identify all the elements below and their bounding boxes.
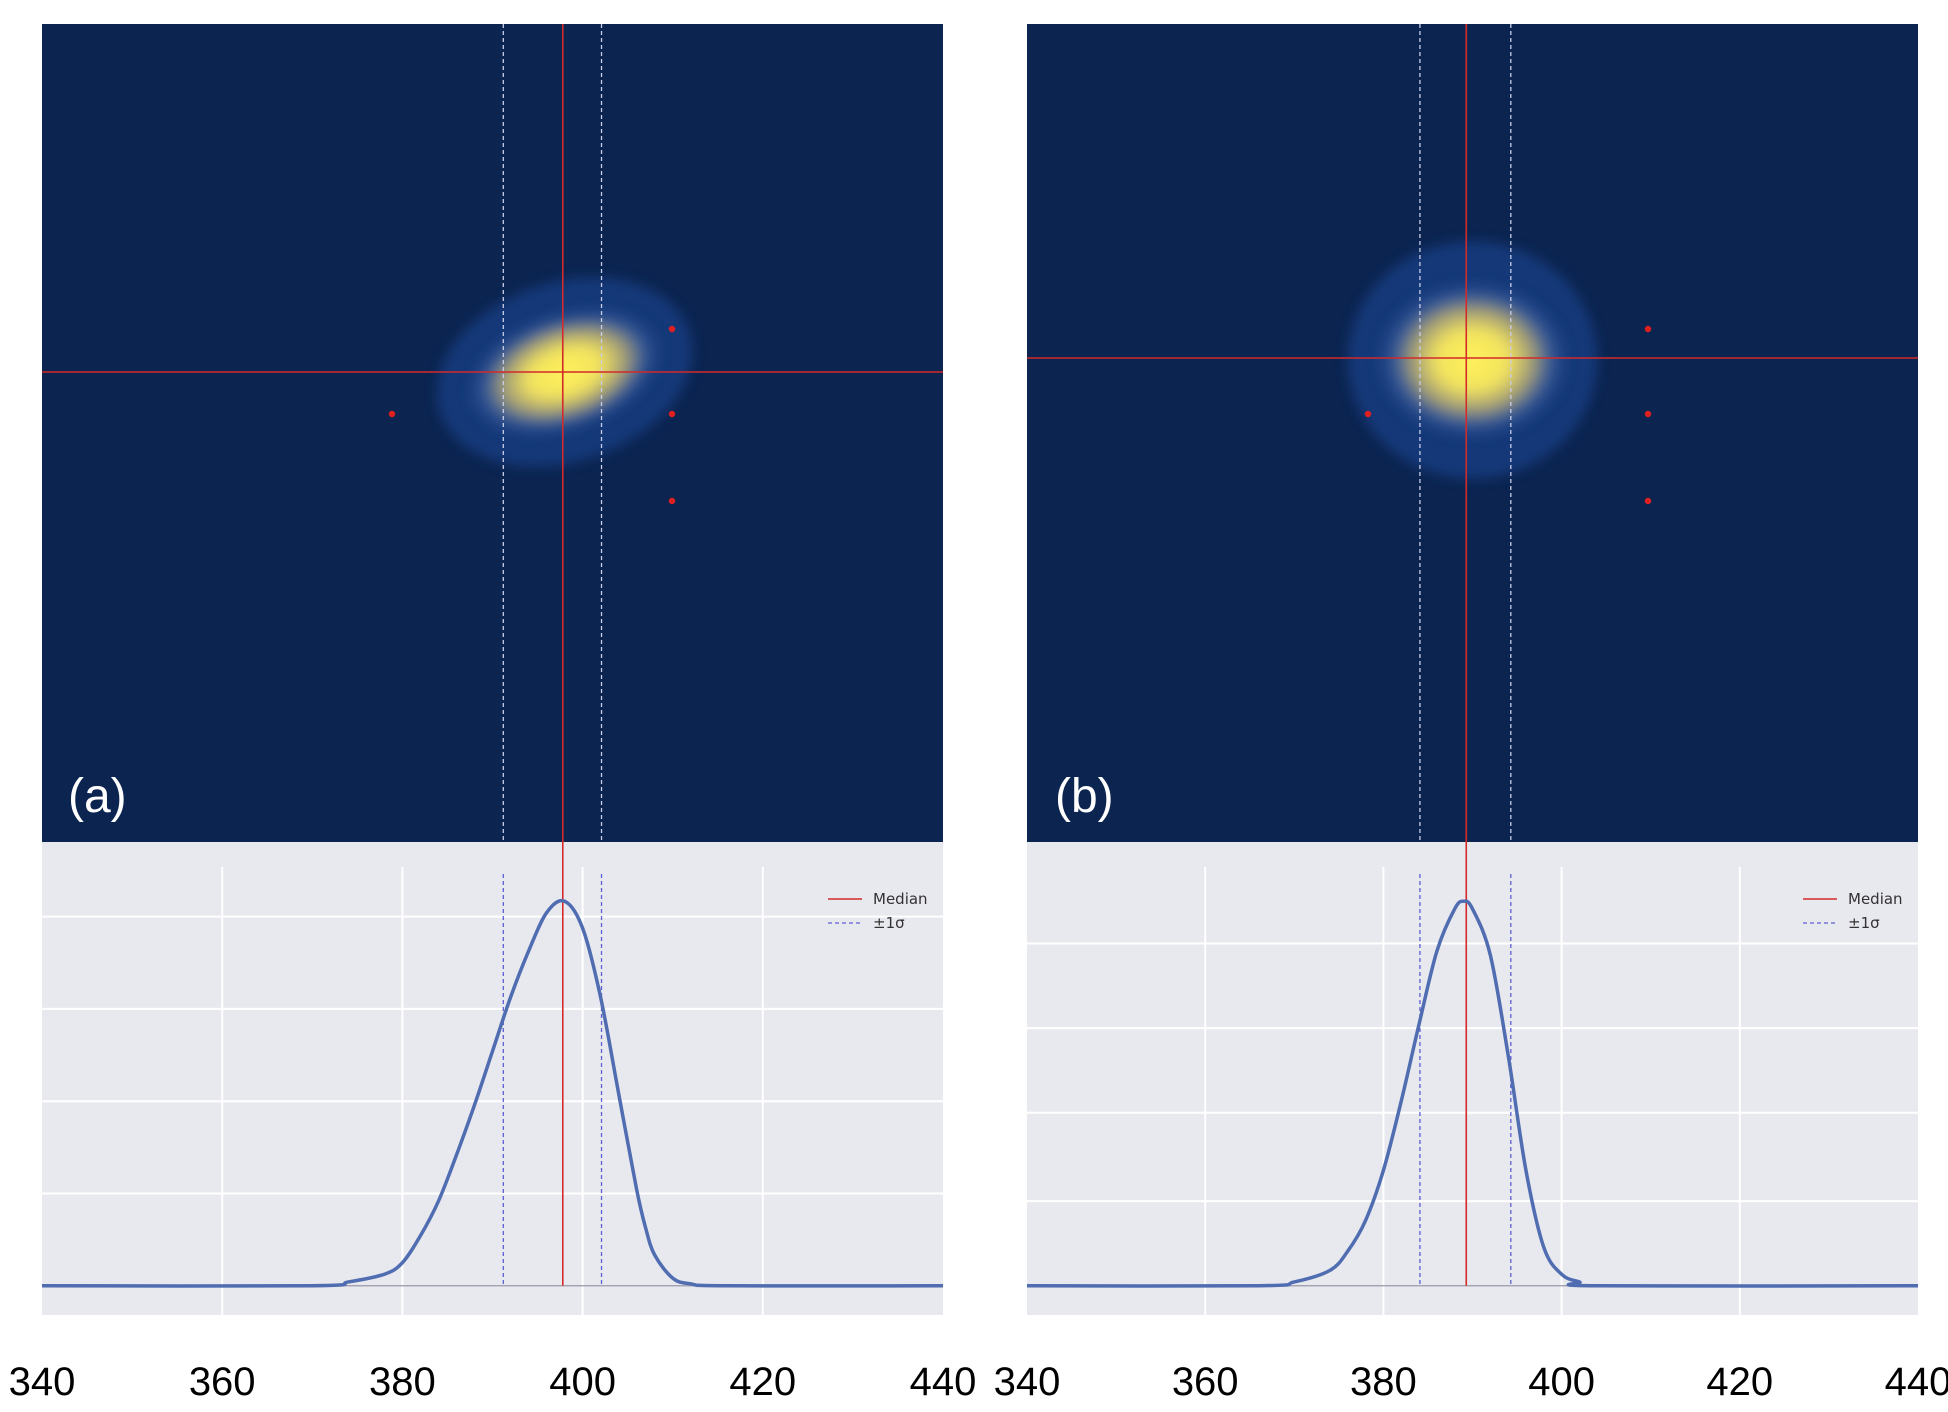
x-tick-label: 380 <box>369 1360 436 1404</box>
legend-sigma-label: ±1σ <box>873 914 905 932</box>
x-tick-label: 360 <box>189 1360 256 1404</box>
profile-plot-a: Median ±1σ <box>41 842 944 1315</box>
profile-curve <box>1026 899 1919 1288</box>
panel-label-a: (a) <box>68 770 127 823</box>
marker-dot <box>668 410 676 418</box>
x-tick-label: 340 <box>9 1360 76 1404</box>
marker-dot <box>668 497 676 505</box>
marker-dot <box>668 325 676 333</box>
profile-curve <box>41 898 944 1288</box>
legend: Median ±1σ <box>828 890 928 932</box>
panel-a: (a) Median ±1σ 340 360 380 400 420 440 <box>9 24 977 1404</box>
profile-background <box>1027 842 1918 1315</box>
x-tick-label: 440 <box>1885 1360 1948 1404</box>
heatmap-b: (b) <box>1027 24 1918 842</box>
x-tick-labels-b: 340 360 380 400 420 440 <box>994 1360 1948 1404</box>
x-tick-label: 400 <box>549 1360 616 1404</box>
panel-label-b: (b) <box>1055 770 1114 823</box>
marker-dot <box>1364 410 1372 418</box>
x-tick-label: 420 <box>729 1360 796 1404</box>
x-tick-label: 400 <box>1528 1360 1595 1404</box>
profile-plot-b: Median ±1σ <box>1026 842 1919 1315</box>
hotspot <box>1372 278 1573 442</box>
heatmap-a: (a) <box>42 24 943 842</box>
marker-dot <box>1644 410 1652 418</box>
panel-b: (b) Median ±1σ 340 360 380 400 420 440 <box>994 24 1948 1404</box>
legend-median-label: Median <box>873 890 928 908</box>
marker-dot <box>388 410 396 418</box>
x-tick-label: 360 <box>1172 1360 1239 1404</box>
x-tick-label: 380 <box>1350 1360 1417 1404</box>
x-tick-label: 340 <box>994 1360 1061 1404</box>
marker-dot <box>1644 497 1652 505</box>
legend-sigma-label: ±1σ <box>1848 914 1880 932</box>
legend: Median ±1σ <box>1803 890 1903 932</box>
x-tick-label: 440 <box>910 1360 977 1404</box>
legend-median-label: Median <box>1848 890 1903 908</box>
marker-dot <box>1644 325 1652 333</box>
x-tick-labels-a: 340 360 380 400 420 440 <box>9 1360 977 1404</box>
x-tick-label: 420 <box>1706 1360 1773 1404</box>
profile-background <box>42 842 943 1315</box>
